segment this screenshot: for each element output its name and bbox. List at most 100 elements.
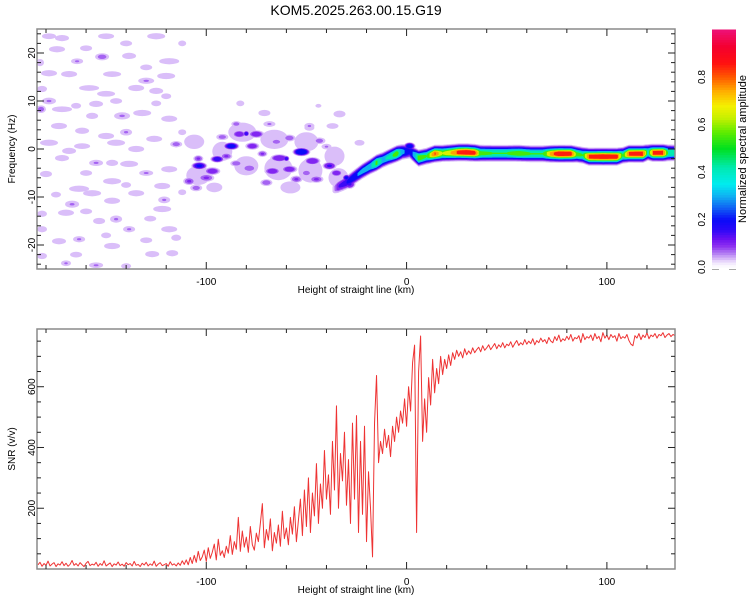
colorbar-stripe [712, 164, 736, 168]
colorbar-stripe [712, 209, 736, 213]
snr-x-axis-title: Height of straight line (km) [298, 585, 415, 596]
ridge-contour [375, 160, 378, 166]
noise-patch [307, 124, 312, 128]
noise-patch [333, 110, 346, 118]
noise-patch [103, 178, 122, 185]
noise-patch [98, 33, 115, 40]
colorbar-stripe [712, 149, 736, 153]
noise-patch [51, 238, 67, 245]
colorbar-stripe [712, 67, 736, 71]
cluster-patch [192, 185, 200, 190]
cluster-patch [302, 170, 310, 176]
cluster-patch [251, 131, 262, 137]
snr-line [37, 332, 675, 568]
noise-patch [37, 252, 48, 260]
noise-patch [86, 112, 99, 120]
colorbar-stripe [712, 84, 736, 88]
cluster-patch [206, 182, 223, 193]
colorbar-stripe [712, 144, 736, 148]
colorbar-stripe [712, 59, 736, 63]
colorbar-stripe [712, 139, 736, 143]
cluster-patch [280, 181, 301, 194]
noise-patch [146, 135, 163, 143]
noise-patch [89, 100, 104, 108]
colorbar-tick-label: 0.4 [697, 165, 708, 179]
cluster-patch [196, 157, 201, 160]
colorbar-stripe [712, 212, 736, 216]
colorbar-stripe [712, 127, 736, 131]
colorbar-stripe [712, 34, 736, 38]
noise-patch [97, 90, 116, 97]
noise-patch [106, 159, 119, 167]
colorbar-stripe [712, 232, 736, 236]
colorbar-stripe [712, 119, 736, 123]
cluster-patch [332, 170, 341, 176]
cluster-patch [260, 152, 265, 155]
cluster-patch [406, 144, 413, 149]
noise-patch [97, 54, 107, 59]
colorbar-stripe [712, 82, 736, 86]
colorbar-stripe [712, 237, 736, 241]
noise-patch [104, 197, 121, 204]
colorbar-stripe [712, 224, 736, 228]
colorbar-stripe [712, 214, 736, 218]
noise-patch [93, 217, 106, 225]
noise-patch [64, 262, 68, 265]
colorbar-stripe [712, 152, 736, 156]
noise-patch [69, 202, 75, 206]
colorbar-stripe [712, 159, 736, 163]
cluster-patch [313, 177, 319, 181]
y-tick-label: 0 [27, 146, 38, 152]
colorbar-stripe [712, 187, 736, 191]
colorbar-stripe [712, 217, 736, 221]
noise-patch [258, 109, 271, 117]
colorbar-stripe [712, 142, 736, 146]
colorbar-stripe [712, 252, 736, 256]
noise-patch [101, 232, 112, 239]
cluster-patch [207, 168, 218, 174]
colorbar-stripe [712, 137, 736, 141]
noise-patch [114, 217, 119, 221]
cluster-patch [272, 139, 281, 144]
colorbar-stripe [712, 104, 736, 108]
noise-patch [93, 161, 99, 164]
noise-patch [354, 139, 365, 146]
cluster-patch [345, 176, 348, 179]
noise-patch [145, 250, 160, 258]
noise-patch [37, 226, 48, 233]
noise-patch [128, 84, 145, 92]
noise-patch [140, 237, 153, 244]
colorbar-stripe [712, 247, 736, 251]
snr-y-axis-title: SNR (v/v) [7, 427, 18, 470]
colorbar-stripe [712, 132, 736, 136]
colorbar-stripe [712, 72, 736, 76]
colorbar-stripe [712, 204, 736, 208]
y-tick-label: 10 [27, 95, 38, 107]
noise-patch [162, 198, 167, 202]
colorbar-stripe [712, 192, 736, 196]
colorbar-stripe [712, 47, 736, 51]
noise-patch [70, 251, 83, 258]
snr-plot-area [37, 332, 675, 568]
cluster-patch [233, 122, 240, 126]
colorbar-stripe [712, 52, 736, 56]
colorbar-stripe [712, 202, 736, 206]
ridge-contour [456, 150, 476, 155]
noise-patch [79, 85, 100, 91]
colorbar-stripe [712, 179, 736, 183]
colorbar-stripe [712, 169, 736, 173]
cluster-patch [267, 122, 272, 126]
colorbar-stripe [712, 107, 736, 111]
colorbar-stripe [712, 157, 736, 161]
colorbar-stripe [712, 189, 736, 193]
cluster-patch [324, 146, 345, 166]
noise-patch [147, 33, 166, 40]
noise-patch [62, 147, 77, 155]
noise-patch [37, 85, 48, 93]
x-tick-label: 0 [404, 577, 410, 588]
spectrogram-y-axis-title: Frequency (Hz) [7, 115, 18, 184]
snr-panel: -100 0 100 200 400 600 Height of straight lin… [7, 328, 676, 596]
noise-patch [144, 215, 157, 222]
